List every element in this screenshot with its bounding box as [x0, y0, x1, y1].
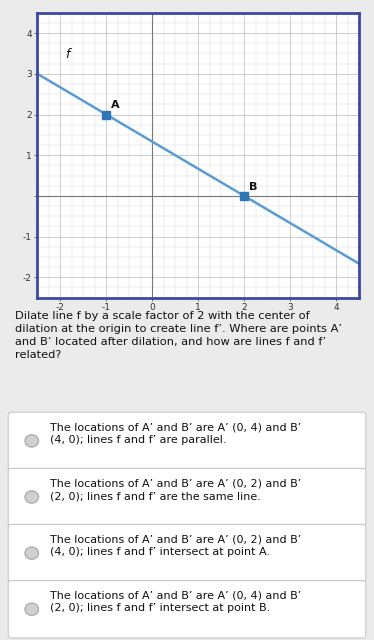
Text: A: A — [111, 100, 120, 111]
Circle shape — [25, 491, 39, 503]
FancyBboxPatch shape — [8, 580, 366, 638]
Text: f: f — [65, 47, 69, 61]
Point — [103, 109, 109, 120]
FancyBboxPatch shape — [8, 468, 366, 526]
FancyBboxPatch shape — [8, 412, 366, 470]
Circle shape — [25, 547, 39, 559]
Text: The locations of A’ and B’ are A’ (0, 4) and B’
(4, 0); lines f and f’ are paral: The locations of A’ and B’ are A’ (0, 4)… — [50, 422, 302, 445]
Text: Dilate line f by a scale factor of 2 with the center of
dilation at the origin t: Dilate line f by a scale factor of 2 wit… — [15, 311, 342, 360]
Text: B: B — [249, 182, 257, 192]
Circle shape — [25, 435, 39, 447]
Circle shape — [25, 604, 39, 615]
FancyBboxPatch shape — [8, 524, 366, 582]
Text: The locations of A’ and B’ are A’ (0, 4) and B’
(2, 0); lines f and f’ intersect: The locations of A’ and B’ are A’ (0, 4)… — [50, 591, 302, 613]
Text: The locations of A’ and B’ are A’ (0, 2) and B’
(2, 0); lines f and f’ are the s: The locations of A’ and B’ are A’ (0, 2)… — [50, 478, 302, 501]
Point — [241, 191, 247, 201]
Text: The locations of A’ and B’ are A’ (0, 2) and B’
(4, 0); lines f and f’ intersect: The locations of A’ and B’ are A’ (0, 2)… — [50, 534, 302, 557]
